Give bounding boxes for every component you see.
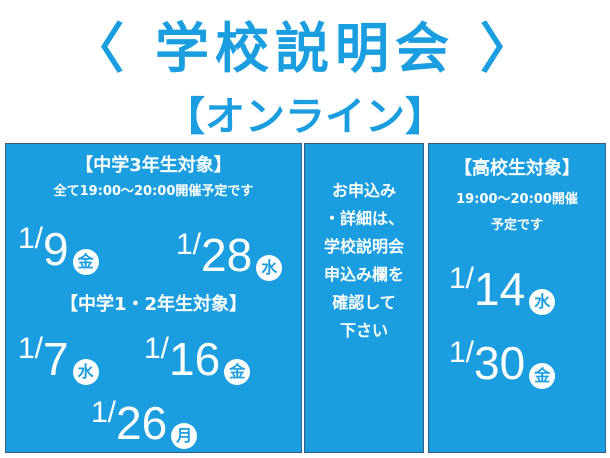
page-subtitle: 【オンライン】 [165, 94, 445, 140]
application-info-panel: お申込み ・詳細は、 学校説明会 申込み欄を 確認して 下さい [304, 143, 424, 453]
date-item: 1/28 水 [176, 228, 283, 282]
info-line: ・詳細は、 [323, 209, 404, 228]
weekday-badge: 水 [72, 359, 99, 385]
day: 26 [116, 397, 168, 449]
date-item: 1/30 金 [449, 336, 556, 390]
date-item: 1/16 金 [144, 332, 251, 386]
grade3-header: 【中学3年生対象】 [75, 155, 232, 176]
time-note-2: 予定です [490, 218, 543, 233]
day: 16 [169, 333, 221, 385]
date-item: 1/14 水 [449, 262, 556, 316]
month: 1/ [449, 262, 475, 295]
junior-high-panel: 【中学3年生対象】 全て19:00～20:00開催予定です 1/9 金 1/28 水… [5, 143, 302, 453]
month: 1/ [18, 332, 44, 365]
day: 7 [43, 333, 69, 385]
grade12-header: 【中学1・2年生対象】 [59, 294, 248, 315]
high-school-header: 【高校生対象】 [454, 158, 580, 179]
day: 30 [474, 337, 526, 389]
weekday-badge: 金 [529, 363, 556, 389]
month: 1/ [176, 228, 202, 261]
grade3-time-note: 全て19:00～20:00開催予定です [53, 184, 254, 199]
day: 9 [43, 223, 69, 275]
high-school-panel: 【高校生対象】 19:00～20:00開催 予定です 1/14 水 1/30 金 [428, 143, 606, 453]
date-item: 1/26 月 [91, 396, 198, 450]
weekday-badge: 水 [256, 255, 283, 281]
month: 1/ [18, 222, 44, 255]
info-line: 学校説明会 [323, 237, 404, 256]
info-line: 確認して [332, 293, 396, 312]
date-item: 1/7 水 [18, 332, 99, 386]
day: 28 [201, 229, 253, 281]
page-title: 〈 学校説明会 〉 [70, 17, 540, 80]
info-line: お申込み [331, 181, 396, 200]
weekday-badge: 月 [171, 423, 198, 449]
day: 14 [474, 263, 526, 315]
info-line: 申込み欄を [323, 265, 404, 284]
weekday-badge: 金 [72, 249, 99, 275]
date-item: 1/9 金 [18, 222, 99, 276]
weekday-badge: 水 [529, 289, 556, 315]
month: 1/ [449, 336, 475, 369]
month: 1/ [144, 332, 170, 365]
month: 1/ [91, 396, 117, 429]
info-line: 下さい [339, 321, 388, 340]
time-note: 19:00～20:00開催 [456, 192, 578, 207]
weekday-badge: 金 [224, 359, 251, 385]
